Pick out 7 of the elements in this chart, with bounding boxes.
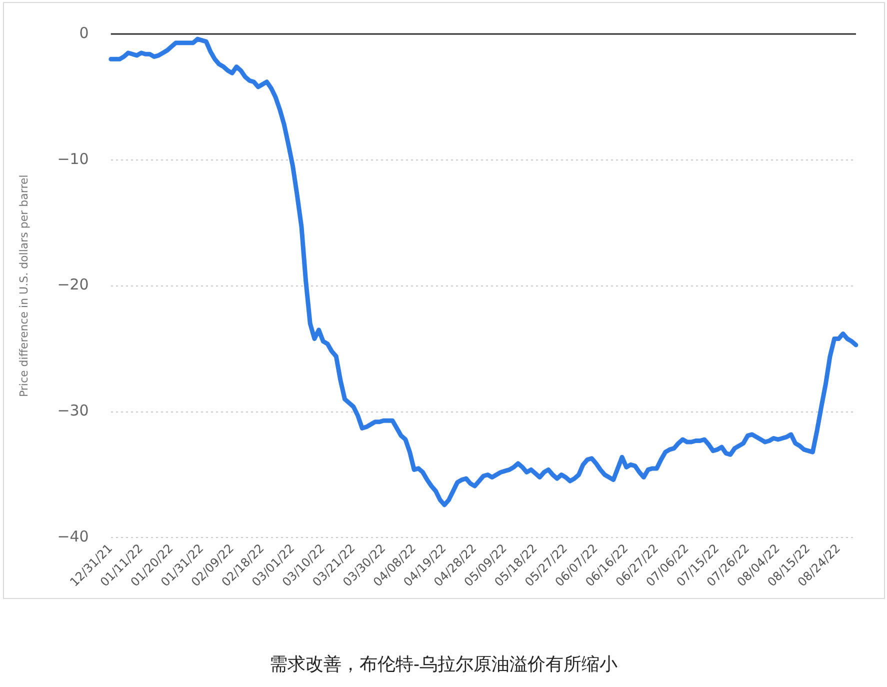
- y-tick-label: −10: [57, 150, 89, 168]
- y-tick-label: −30: [57, 402, 89, 420]
- y-tick-label: 0: [79, 24, 89, 42]
- y-axis-title: Price difference in U.S. dollars per barrel: [17, 174, 30, 398]
- y-tick-label: −20: [57, 276, 89, 294]
- y-tick-label: −40: [57, 528, 89, 546]
- text: 需求改善，布伦特-乌拉尔原油溢价有所缩小: [268, 653, 618, 676]
